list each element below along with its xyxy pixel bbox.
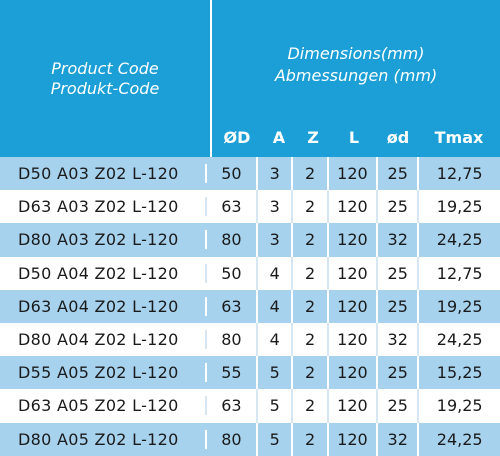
cell-outer-diameter: 50: [207, 157, 258, 191]
table-row: D63 A03 Z02 L-120 63 3 2 120 25 19,25: [0, 190, 500, 224]
column-header-a: A: [272, 128, 286, 147]
dimensions-header: Dimensions(mm) Abmessungen (mm): [212, 0, 500, 118]
cell-a: 5: [258, 389, 294, 423]
cell-shank-diameter: 32: [378, 323, 420, 357]
cell-tmax: 19,25: [436, 296, 483, 316]
cell-shank-diameter: 25: [378, 389, 420, 423]
cell-outer-diameter: 50: [207, 256, 258, 290]
cell-a: 3: [258, 157, 294, 191]
cell-tmax: 12,75: [436, 263, 483, 283]
cell-shank-diameter: 32: [378, 422, 420, 456]
cell-product-code: D63 A03 Z02 L-120: [0, 197, 207, 217]
cell-z: 2: [293, 422, 329, 456]
column-header-tmax: Tmax: [434, 128, 484, 147]
cell-shank-diameter: 32: [378, 223, 420, 257]
table-header: [0, 0, 500, 157]
cell-tmax: 19,25: [436, 396, 483, 416]
cell-z: 2: [293, 223, 329, 257]
column-header-l: L: [348, 128, 360, 147]
cell-outer-diameter: 63: [207, 389, 258, 423]
header-divider: [210, 0, 212, 157]
cell-outer-diameter: 80: [207, 422, 258, 456]
cell-z: 2: [293, 289, 329, 323]
table-row: D80 A03 Z02 L-120 80 3 2 120 32 24,25: [0, 223, 500, 257]
cell-z: 2: [293, 157, 329, 191]
product-code-label-de: Produkt-Code: [50, 78, 160, 98]
cell-l: 120: [329, 389, 379, 423]
dimensions-label-de: Abmessungen (mm): [274, 66, 438, 85]
cell-product-code: D80 A03 Z02 L-120: [0, 230, 207, 250]
cell-z: 2: [293, 356, 329, 390]
table-row: D50 A03 Z02 L-120 50 3 2 120 25 12,75: [0, 157, 500, 191]
cell-a: 4: [258, 323, 294, 357]
cell-outer-diameter: 63: [207, 190, 258, 224]
table-row: D55 A05 Z02 L-120 55 5 2 120 25 15,25: [0, 356, 500, 390]
cell-a: 4: [258, 289, 294, 323]
cell-a: 3: [258, 223, 294, 257]
cell-outer-diameter: 55: [207, 356, 258, 390]
column-header-outer-diameter: ØD: [223, 128, 251, 147]
cell-shank-diameter: 25: [378, 356, 420, 390]
product-code-header: Product Code Produkt-Code: [0, 0, 210, 157]
cell-outer-diameter: 80: [207, 323, 258, 357]
cell-tmax: 24,25: [436, 330, 483, 350]
cell-z: 2: [293, 256, 329, 290]
cell-l: 120: [329, 223, 379, 257]
cell-product-code: D63 A05 Z02 L-120: [0, 396, 207, 416]
cell-shank-diameter: 25: [378, 157, 420, 191]
cell-tmax: 19,25: [436, 197, 483, 217]
table-row: D63 A04 Z02 L-120 63 4 2 120 25 19,25: [0, 289, 500, 323]
cell-tmax: 24,25: [436, 230, 483, 250]
cell-a: 5: [258, 422, 294, 456]
cell-z: 2: [293, 323, 329, 357]
cell-tmax: 15,25: [436, 363, 483, 383]
cell-tmax: 12,75: [436, 164, 483, 184]
cell-outer-diameter: 63: [207, 289, 258, 323]
cell-product-code: D80 A04 Z02 L-120: [0, 330, 207, 350]
cell-product-code: D80 A05 Z02 L-120: [0, 429, 207, 449]
cell-outer-diameter: 80: [207, 223, 258, 257]
table-row: D80 A05 Z02 L-120 80 5 2 120 32 24,25: [0, 422, 500, 456]
table-row: D80 A04 Z02 L-120 80 4 2 120 32 24,25: [0, 323, 500, 357]
table-row: D50 A04 Z02 L-120 50 4 2 120 25 12,75: [0, 256, 500, 290]
dimensions-label-en: Dimensions(mm): [287, 44, 425, 63]
cell-l: 120: [329, 190, 379, 224]
table-row: D63 A05 Z02 L-120 63 5 2 120 25 19,25: [0, 389, 500, 423]
cell-l: 120: [329, 289, 379, 323]
cell-shank-diameter: 25: [378, 289, 420, 323]
cell-a: 3: [258, 190, 294, 224]
cell-tmax: 24,25: [436, 429, 483, 449]
cell-shank-diameter: 25: [378, 190, 420, 224]
cell-a: 5: [258, 356, 294, 390]
cell-l: 120: [329, 356, 379, 390]
column-header-shank-diameter: ød: [386, 128, 410, 147]
cell-z: 2: [293, 190, 329, 224]
cell-l: 120: [329, 422, 379, 456]
column-header-row: ØD A Z L ød Tmax: [212, 118, 500, 157]
cell-shank-diameter: 25: [378, 256, 420, 290]
product-code-label-en: Product Code: [51, 58, 159, 78]
cell-l: 120: [329, 157, 379, 191]
column-header-z: Z: [307, 128, 319, 147]
cell-l: 120: [329, 323, 379, 357]
cell-product-code: D50 A03 Z02 L-120: [0, 164, 207, 184]
cell-product-code: D50 A04 Z02 L-120: [0, 263, 207, 283]
cell-product-code: D63 A04 Z02 L-120: [0, 296, 207, 316]
cell-a: 4: [258, 256, 294, 290]
cell-l: 120: [329, 256, 379, 290]
cell-z: 2: [293, 389, 329, 423]
cell-product-code: D55 A05 Z02 L-120: [0, 363, 207, 383]
